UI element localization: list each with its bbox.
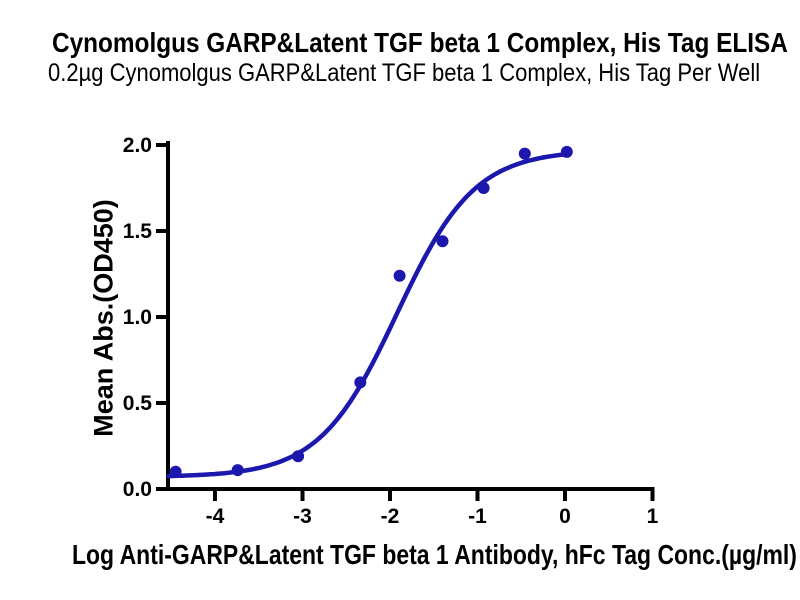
- data-point: [354, 376, 367, 389]
- data-point: [436, 235, 449, 248]
- x-tick-label: 0: [559, 505, 571, 528]
- data-point: [231, 464, 244, 477]
- data-point: [292, 450, 305, 463]
- x-tick-label: -3: [293, 505, 312, 528]
- x-tick-label: -4: [206, 505, 225, 528]
- y-tick-label: 0.5: [123, 392, 153, 415]
- y-tick-label: 1.0: [123, 306, 152, 329]
- data-point: [560, 145, 573, 158]
- data-point: [393, 269, 406, 282]
- x-tick-label: -1: [468, 505, 487, 528]
- y-tick-label: 0.0: [123, 478, 152, 501]
- data-point: [477, 182, 490, 194]
- x-tick-label: -2: [381, 505, 400, 528]
- y-tick-label: 2.0: [123, 134, 152, 157]
- y-tick-label: 1.5: [123, 220, 153, 243]
- chart-subtitle: 0.2µg Cynomolgus GARP&Latent TGF beta 1 …: [48, 59, 761, 87]
- plot-axes: [166, 141, 655, 491]
- fit-curve: [166, 152, 567, 479]
- data-point: [518, 147, 531, 160]
- chart-title: Cynomolgus GARP&Latent TGF beta 1 Comple…: [52, 27, 788, 58]
- data-point: [169, 465, 182, 478]
- x-tick-label: 1: [647, 505, 659, 528]
- x-axis-title: Log Anti-GARP&Latent TGF beta 1 Antibody…: [72, 539, 797, 570]
- y-axis-title: Mean Abs.(OD450): [88, 199, 119, 437]
